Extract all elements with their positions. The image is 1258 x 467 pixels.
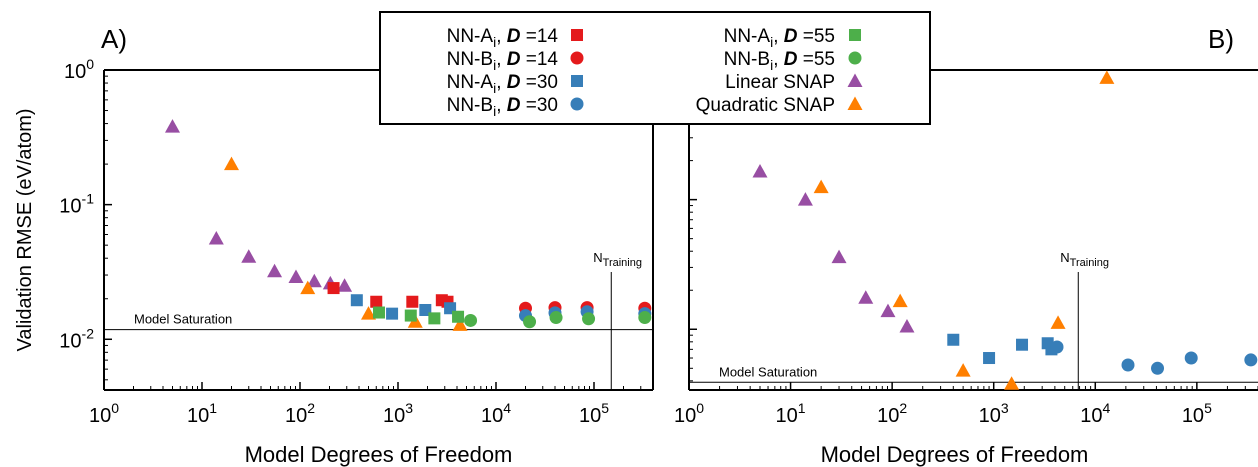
legend-marker-nnB30 bbox=[570, 97, 584, 111]
nnA14-point bbox=[370, 295, 383, 308]
lin-point bbox=[899, 319, 915, 333]
lin-point bbox=[797, 192, 813, 206]
nnB55-point bbox=[464, 313, 478, 327]
quad-point bbox=[955, 363, 971, 377]
lin-point bbox=[241, 249, 257, 263]
legend-marker-nnB14 bbox=[570, 51, 584, 65]
x-tick-label: 104 bbox=[481, 400, 511, 427]
nnB30-point bbox=[1151, 361, 1165, 375]
nnA55-point bbox=[428, 312, 441, 325]
legend-marker-nnA55 bbox=[849, 29, 861, 41]
data-points bbox=[752, 70, 1258, 390]
x-tick-label: 104 bbox=[1080, 400, 1110, 427]
saturation-label: Model Saturation bbox=[134, 312, 232, 327]
x-tick-label: 102 bbox=[877, 400, 907, 427]
lin-point bbox=[858, 290, 874, 304]
quad-point bbox=[1099, 70, 1115, 84]
legend-marker-nnA14 bbox=[571, 29, 583, 41]
legend-marker-nnB55 bbox=[848, 51, 862, 65]
nnB30-point bbox=[1121, 358, 1135, 372]
y-tick-label: 10-1 bbox=[59, 191, 94, 218]
nnA55-point bbox=[373, 306, 386, 319]
legend-marker-nnA30 bbox=[571, 75, 583, 87]
nnB30-point bbox=[1184, 351, 1198, 365]
quad-point bbox=[300, 280, 316, 295]
legend-label-nnB55: NN-Bi, D =55 bbox=[724, 49, 835, 73]
lin-point bbox=[880, 303, 896, 318]
nnA30-point bbox=[386, 307, 399, 320]
nnA55-point bbox=[452, 310, 465, 323]
nnA14-point bbox=[327, 282, 340, 295]
nnA30-point bbox=[419, 303, 432, 316]
quad-point bbox=[892, 293, 908, 308]
x-tick-label: 102 bbox=[285, 400, 315, 427]
quad-point bbox=[224, 156, 240, 171]
x-tick-label: 101 bbox=[776, 400, 806, 427]
saturation-label: Model Saturation bbox=[719, 364, 817, 379]
lin-point bbox=[267, 263, 283, 278]
y-tick-label: 10-2 bbox=[59, 325, 94, 352]
lin-point bbox=[288, 269, 304, 284]
legend-label-lin: Linear SNAP bbox=[725, 72, 835, 93]
x-axis-label: Model Degrees of Freedom bbox=[245, 442, 513, 467]
legend-marker-quad bbox=[847, 96, 863, 110]
quad-point bbox=[1004, 376, 1020, 390]
quad-point bbox=[1050, 315, 1066, 329]
n-training-label: NTraining bbox=[1060, 250, 1109, 269]
nnA14-point bbox=[406, 295, 419, 308]
legend-label-quad: Quadratic SNAP bbox=[696, 95, 835, 116]
x-axis-label: Model Degrees of Freedom bbox=[821, 442, 1089, 467]
panel-label: B) bbox=[1208, 24, 1234, 54]
legend-box bbox=[379, 11, 931, 125]
nnA30-point bbox=[1016, 338, 1029, 351]
lin-point bbox=[752, 163, 768, 178]
lin-point bbox=[164, 119, 180, 133]
x-tick-label: 103 bbox=[383, 400, 413, 427]
legend-label-nnB30: NN-Bi, D =30 bbox=[447, 95, 558, 119]
lin-point bbox=[306, 273, 322, 288]
x-tick-label: 105 bbox=[579, 400, 609, 427]
quad-point bbox=[360, 306, 376, 320]
lin-point bbox=[208, 231, 224, 245]
n-training-label: NTraining bbox=[593, 250, 642, 269]
x-tick-label: 100 bbox=[674, 400, 704, 427]
lin-point bbox=[337, 278, 353, 292]
nnB30-point bbox=[1244, 353, 1258, 367]
y-axis-label: Validation RMSE (eV/atom) bbox=[14, 108, 36, 351]
data-points bbox=[164, 119, 652, 331]
legend-marker-lin bbox=[847, 73, 863, 87]
x-tick-label: 100 bbox=[89, 400, 119, 427]
x-tick-label: 101 bbox=[187, 400, 217, 427]
nnB55-point bbox=[638, 311, 652, 325]
legend-label-nnA14: NN-Ai, D =14 bbox=[447, 26, 559, 50]
legend-label-nnA30: NN-Ai, D =30 bbox=[447, 72, 558, 96]
quad-point bbox=[452, 317, 468, 331]
legend-label-nnA55: NN-Ai, D =55 bbox=[724, 26, 835, 50]
quad-point bbox=[813, 179, 829, 194]
nnA30-point bbox=[983, 352, 996, 365]
panel-b: 100 101 102 103 104 105 Model Degrees of Freed… bbox=[674, 24, 1258, 467]
nnA55-point bbox=[404, 309, 417, 322]
nnA30-point bbox=[947, 333, 960, 346]
legend-label-nnB14: NN-Bi, D =14 bbox=[447, 49, 559, 73]
x-tick-label: 103 bbox=[979, 400, 1009, 427]
x-tick-label: 105 bbox=[1182, 400, 1212, 427]
y-tick-label: 100 bbox=[64, 56, 94, 83]
nnB55-point bbox=[549, 311, 563, 325]
panel-label: A) bbox=[101, 24, 127, 54]
nnB55-point bbox=[582, 312, 596, 326]
nnB55-point bbox=[523, 315, 537, 329]
nnB30-point bbox=[1050, 340, 1064, 354]
nnA30-point bbox=[350, 294, 363, 307]
panel-a: 100 101 102 103 104 105 10-2 10-1 100 Model Degre… bbox=[59, 24, 654, 467]
lin-point bbox=[831, 249, 847, 264]
